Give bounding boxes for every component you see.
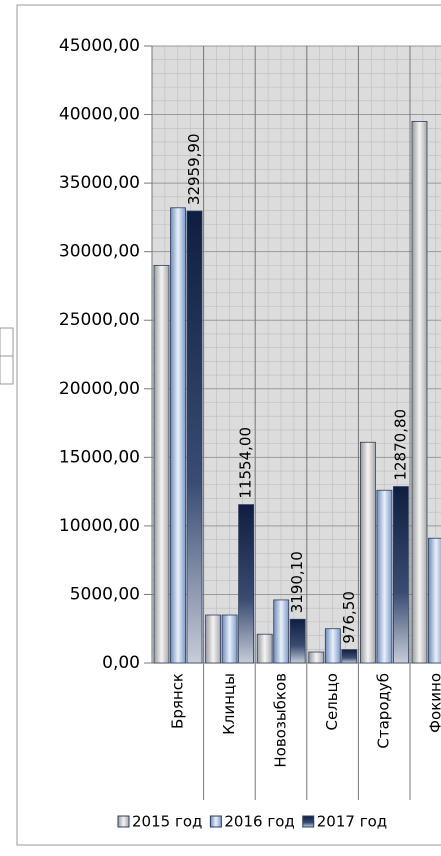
bar bbox=[341, 649, 358, 664]
bar bbox=[170, 207, 186, 664]
data-label: 32959,90 bbox=[185, 134, 203, 206]
bar bbox=[324, 628, 341, 664]
legend-label: 2017 год bbox=[317, 813, 387, 831]
legend-label: 2015 год bbox=[132, 813, 202, 831]
x-tick-label: Стародуб bbox=[375, 673, 393, 749]
x-tick-label: Новозыбков bbox=[272, 673, 290, 768]
bar bbox=[273, 599, 290, 664]
bar bbox=[289, 618, 306, 664]
y-tick-label: 35000,00 bbox=[59, 173, 140, 193]
y-tick-label: 15000,00 bbox=[59, 447, 140, 467]
legend-swatch bbox=[209, 815, 222, 828]
x-tick-label: Сельцо bbox=[323, 673, 341, 731]
data-label: 976,50 bbox=[340, 591, 358, 644]
bar bbox=[376, 489, 393, 664]
data-label: 11554,00 bbox=[237, 427, 255, 499]
bar bbox=[411, 121, 428, 664]
y-tick-label: 30000,00 bbox=[59, 242, 140, 262]
bar bbox=[428, 537, 441, 664]
bar bbox=[308, 651, 325, 664]
x-tick-label: Брянск bbox=[168, 673, 186, 729]
legend: 2015 год 2016 год 2017 год bbox=[117, 813, 387, 831]
legend-swatch bbox=[117, 815, 130, 828]
y-tick-label: 25000,00 bbox=[59, 310, 140, 330]
data-label: 12870,80 bbox=[391, 409, 409, 481]
y-tick-label: 20000,00 bbox=[59, 379, 140, 399]
bar bbox=[359, 441, 376, 664]
y-tick-label: 45000,00 bbox=[59, 36, 140, 56]
bar bbox=[186, 210, 203, 664]
y-tick-label: 10000,00 bbox=[59, 516, 140, 536]
legend-swatch bbox=[302, 815, 315, 828]
x-tick-label: Фокино bbox=[426, 673, 441, 733]
bar bbox=[238, 504, 255, 664]
y-tick-label: 0,00 bbox=[102, 653, 140, 673]
bar bbox=[256, 633, 273, 664]
data-label: 3190,10 bbox=[288, 551, 306, 613]
legend-label: 2016 год bbox=[224, 813, 294, 831]
bar bbox=[392, 486, 409, 664]
x-tick-label: Клинцы bbox=[220, 673, 238, 735]
bar bbox=[205, 614, 222, 664]
y-tick-label: 5000,00 bbox=[70, 584, 140, 604]
y-tick-label: 40000,00 bbox=[59, 105, 140, 125]
bar bbox=[221, 614, 238, 664]
bar bbox=[153, 264, 170, 664]
